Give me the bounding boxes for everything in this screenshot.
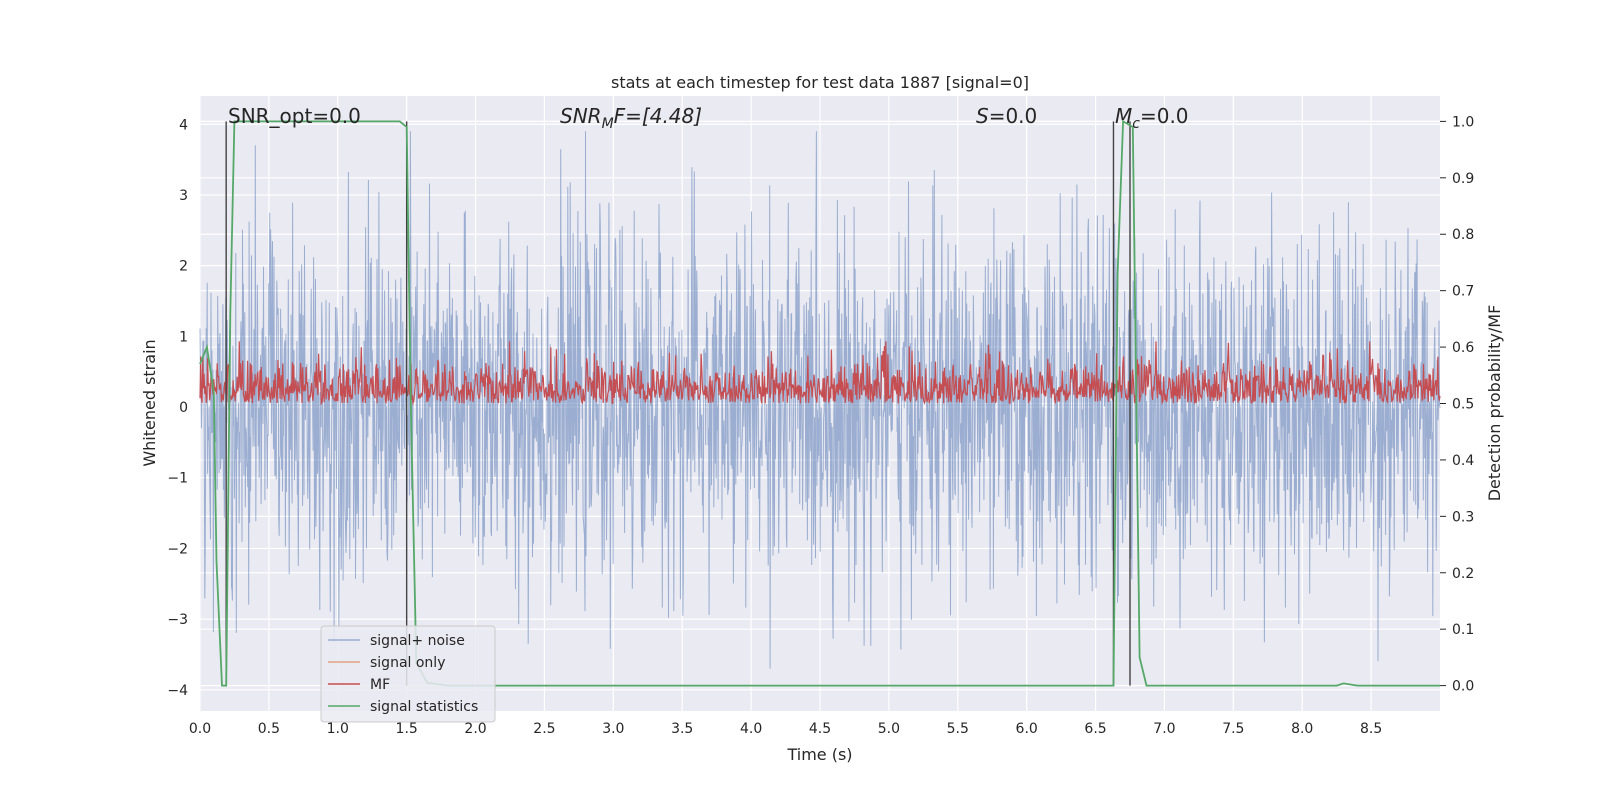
annotation-snr-mf: SNRMF=[4.48] [560,104,702,132]
x-tick-label: 1.0 [327,721,349,737]
y-tick-label-left: −3 [167,612,188,628]
legend-label-mf: MF [370,677,390,693]
annotation-mc: Mc=0.0 [1115,104,1189,132]
y-tick-label-left: 3 [179,188,188,204]
y-tick-label-left: 1 [179,329,188,345]
y-axis-label-left: Whitened strain [140,339,159,466]
chart-title: stats at each timestep for test data 188… [611,73,1029,92]
x-tick-label: 4.5 [809,721,831,737]
y-tick-label-left: 2 [179,259,188,275]
y-tick-label-left: −4 [167,683,188,699]
x-tick-label: 8.5 [1360,721,1382,737]
x-tick-label: 8.0 [1291,721,1313,737]
x-tick-label: 4.0 [740,721,762,737]
x-tick-label: 0.0 [189,721,211,737]
y-axis-label-right: Detection probability/MF [1485,305,1504,502]
x-tick-label: 3.5 [671,721,693,737]
x-tick-label: 0.5 [258,721,280,737]
y-tick-label-right: 0.5 [1452,397,1474,413]
y-tick-label-right: 0.3 [1452,509,1474,525]
x-tick-label: 2.5 [533,721,555,737]
x-tick-label: 5.0 [878,721,900,737]
y-tick-label-right: 0.1 [1452,622,1474,638]
y-tick-label-right: 0.2 [1452,566,1474,582]
annotation-snr-opt: SNR_opt=0.0 [228,104,361,128]
y-tick-label-left: −2 [167,541,188,557]
legend-label-signal-statistics: signal statistics [370,699,478,715]
vertical-markers [225,121,1131,686]
y-tick-label-right: 0.6 [1452,340,1474,356]
x-axis-label: Time (s) [786,745,852,764]
y-tick-label-left: −1 [167,471,188,487]
x-tick-label: 3.0 [602,721,624,737]
x-tick-label: 2.0 [464,721,486,737]
y-tick-label-left: 0 [179,400,188,416]
legend-label-signal-noise: signal+ noise [370,633,465,649]
legend-box [320,625,496,723]
legend-label-signal-only: signal only [370,655,445,671]
tick-labels: 0.0 0.5 1.0 1.5 2.0 2.5 3.0 3.5 4.0 4.5 5.0 5.5 6.0 6… [167,114,1474,737]
x-tick-label: 7.5 [1222,721,1244,737]
y-tick-label-left: 4 [179,117,188,133]
y-tick-label-right: 1.0 [1452,114,1474,130]
legend: signal+ noise signal only MF signal stat… [320,625,496,723]
x-tick-label: 1.5 [396,721,418,737]
y-tick-label-right: 0.7 [1452,284,1474,300]
x-tick-label: 5.5 [947,721,969,737]
annotation-s: S=0.0 [976,104,1037,128]
y-tick-label-right: 0.0 [1452,679,1474,695]
y-tick-label-right: 0.8 [1452,227,1474,243]
x-tick-label: 6.5 [1084,721,1106,737]
y-tick-label-right: 0.9 [1452,171,1474,187]
y-tick-label-right: 0.4 [1452,453,1474,469]
x-tick-label: 6.0 [1016,721,1038,737]
x-tick-label: 7.0 [1153,721,1175,737]
